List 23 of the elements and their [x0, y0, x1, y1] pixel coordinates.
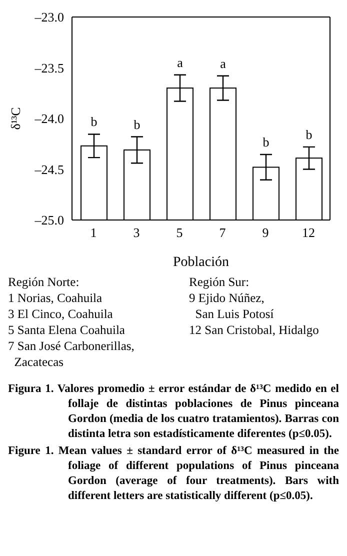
x-axis-title: Población	[173, 255, 229, 270]
caption: Figure 1. Mean values ± standard error of δ¹³C measured in the foliage of different populations of Pinus pinceana Gordon (average of four treatments). Bars with different letters are statistically different (p≤0.05).	[8, 444, 339, 504]
x-tick-label: 7	[219, 225, 226, 240]
y-tick-label: –24.0	[34, 111, 64, 126]
annotation: a	[220, 56, 226, 71]
text: Figura 1. Valores promedio ± error estándar de δ¹³C medido en el follaje de distintas poblaciones de Pinus pinceana Gordon (media de los cuatro tratamientos). Barras con distinta letra son estadísticamente diferentes (p≤0.05).	[8, 382, 339, 442]
x-tick-label: 12	[302, 225, 315, 240]
annotation: b	[134, 116, 140, 132]
annotation: b	[90, 114, 98, 130]
x-tick-label: 1	[90, 225, 97, 240]
x-tick-label: 5	[176, 225, 183, 240]
x-tick-label: 3	[133, 225, 140, 240]
y-tick-label: –25.0	[34, 212, 64, 228]
y-axis-title: δ¹³C	[8, 107, 23, 130]
annotation: b	[306, 126, 312, 142]
annotation: b	[262, 134, 270, 150]
x-tick-label: 9	[262, 225, 269, 240]
y-tick-label: –23.5	[34, 60, 64, 76]
annotation: a	[177, 54, 184, 70]
text: Región Sur: 9 Ejido Núñez, San Luis Potosí 12 San Cristobal, Hidalgo	[189, 274, 320, 339]
y-tick-label: –24.5	[34, 162, 64, 177]
text: Región Norte: 1 Norias, Coahuila 3 El Cinco, Coahuila 5 Santa Elena Coahuila 7 San José Carbonerillas, Zacatecas	[8, 274, 136, 370]
y-tick-label: –23.0	[34, 10, 64, 25]
